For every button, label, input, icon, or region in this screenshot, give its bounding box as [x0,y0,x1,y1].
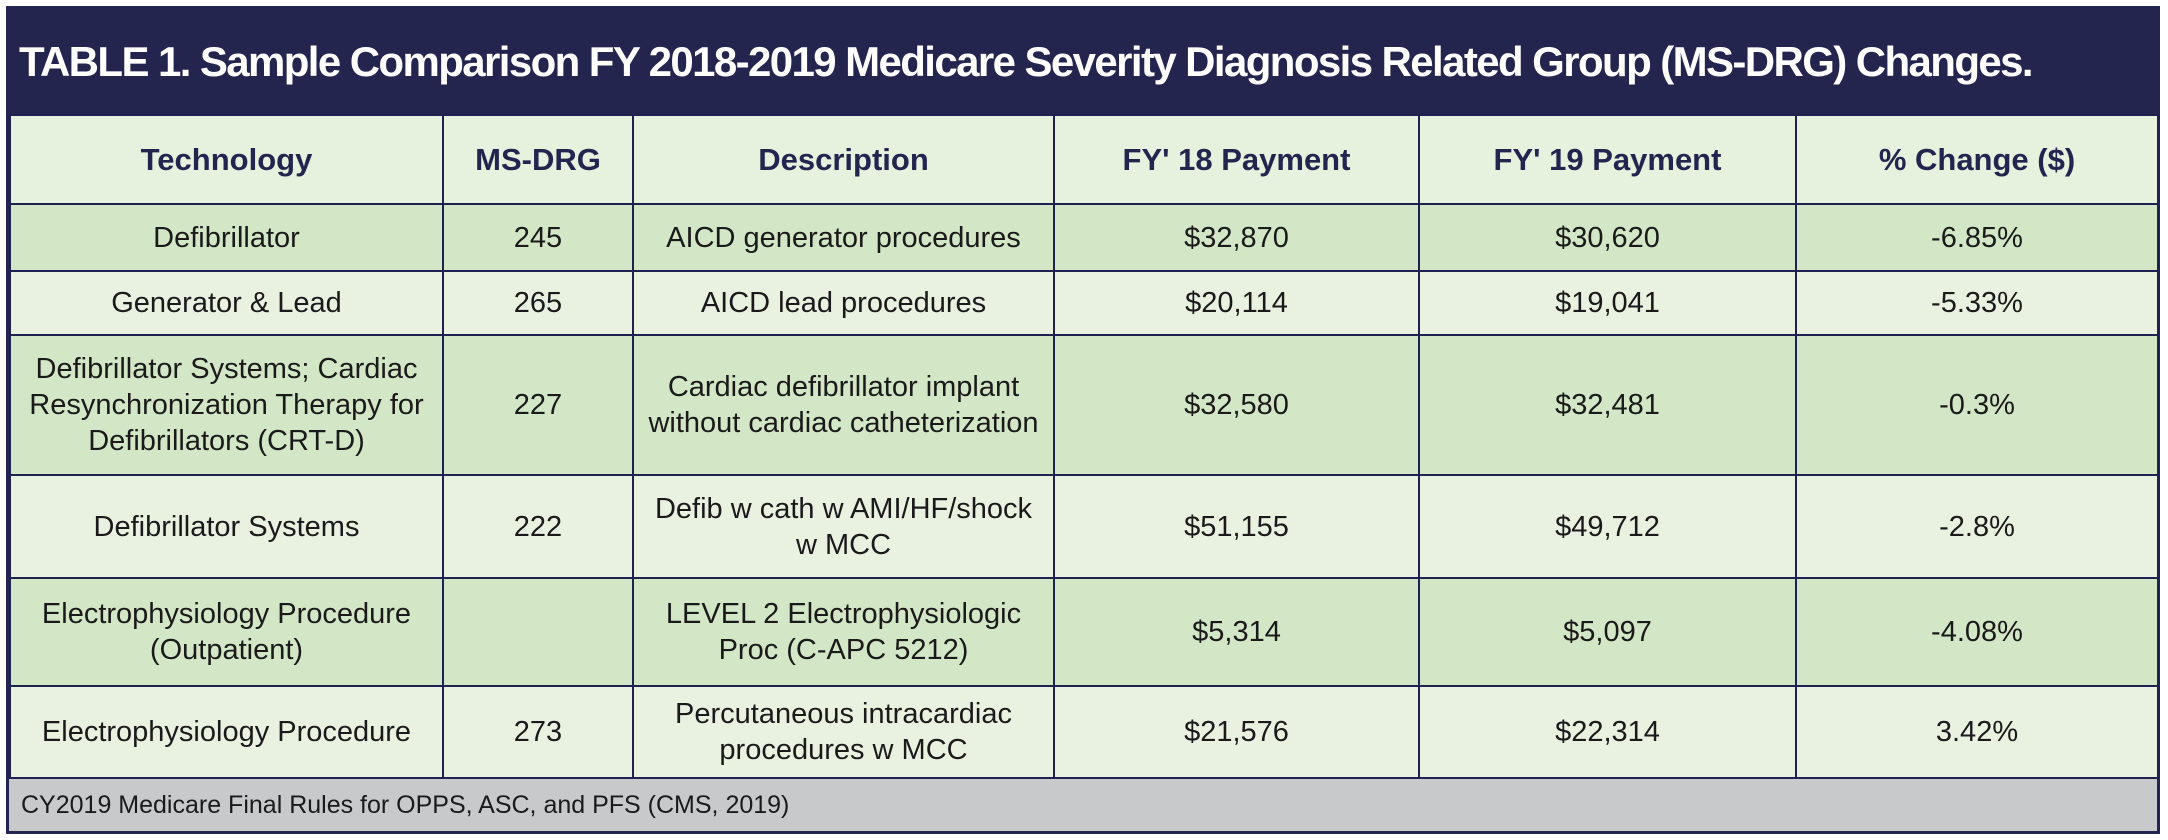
cell-description: Percutaneous intracardiac procedures w M… [632,685,1055,779]
table-row: Generator & Lead 265 AICD lead procedure… [9,270,2159,336]
cell-technology: Defibrillator [9,203,444,272]
column-header-percent-change: % Change ($) [1795,114,2159,205]
table-row: Defibrillator Systems 222 Defib w cath w… [9,474,2159,579]
cell-description: AICD lead procedures [632,270,1055,336]
cell-fy18-payment: $32,580 [1053,334,1420,476]
cell-fy18-payment: $5,314 [1053,577,1420,687]
cell-percent-change: -0.3% [1795,334,2159,476]
cell-fy19-payment: $22,314 [1418,685,1797,779]
table-row: Defibrillator Systems; Cardiac Resynchro… [9,334,2159,476]
cell-msdrg: 222 [442,474,634,579]
table-title: TABLE 1. Sample Comparison FY 2018-2019 … [19,37,2034,85]
cell-msdrg [442,577,634,687]
cell-fy19-payment: $49,712 [1418,474,1797,579]
cell-percent-change: -6.85% [1795,203,2159,272]
source-footnote: CY2019 Medicare Final Rules for OPPS, AS… [9,777,2157,831]
cell-fy19-payment: $30,620 [1418,203,1797,272]
cell-description: AICD generator procedures [632,203,1055,272]
table-figure: TABLE 1. Sample Comparison FY 2018-2019 … [6,6,2160,834]
title-bar: TABLE 1. Sample Comparison FY 2018-2019 … [9,9,2157,114]
cell-fy18-payment: $51,155 [1053,474,1420,579]
cell-description: Defib w cath w AMI/HF/shock w MCC [632,474,1055,579]
cell-technology: Electrophysiology Procedure (Outpatient) [9,577,444,687]
table-row: Electrophysiology Procedure (Outpatient)… [9,577,2159,687]
data-table: Technology MS-DRG Description FY' 18 Pay… [9,114,2159,779]
cell-fy18-payment: $20,114 [1053,270,1420,336]
cell-percent-change: -4.08% [1795,577,2159,687]
cell-percent-change: 3.42% [1795,685,2159,779]
cell-fy19-payment: $19,041 [1418,270,1797,336]
header-row: Technology MS-DRG Description FY' 18 Pay… [9,114,2159,205]
column-header-description: Description [632,114,1055,205]
cell-fy18-payment: $21,576 [1053,685,1420,779]
cell-description: LEVEL 2 Electrophysiologic Proc (C-APC 5… [632,577,1055,687]
cell-percent-change: -2.8% [1795,474,2159,579]
cell-technology: Electrophysiology Procedure [9,685,444,779]
column-header-fy18-payment: FY' 18 Payment [1053,114,1420,205]
footnote-text: CY2019 Medicare Final Rules for OPPS, AS… [21,790,790,819]
cell-technology: Defibrillator Systems; Cardiac Resynchro… [9,334,444,476]
table-row: Defibrillator 245 AICD generator procedu… [9,203,2159,272]
cell-technology: Defibrillator Systems [9,474,444,579]
cell-technology: Generator & Lead [9,270,444,336]
cell-fy19-payment: $5,097 [1418,577,1797,687]
cell-msdrg: 245 [442,203,634,272]
table-row: Electrophysiology Procedure 273 Percutan… [9,685,2159,779]
cell-msdrg: 227 [442,334,634,476]
cell-fy18-payment: $32,870 [1053,203,1420,272]
cell-percent-change: -5.33% [1795,270,2159,336]
column-header-technology: Technology [9,114,444,205]
cell-description: Cardiac defibrillator implant without ca… [632,334,1055,476]
cell-msdrg: 265 [442,270,634,336]
cell-fy19-payment: $32,481 [1418,334,1797,476]
cell-msdrg: 273 [442,685,634,779]
column-header-msdrg: MS-DRG [442,114,634,205]
column-header-fy19-payment: FY' 19 Payment [1418,114,1797,205]
